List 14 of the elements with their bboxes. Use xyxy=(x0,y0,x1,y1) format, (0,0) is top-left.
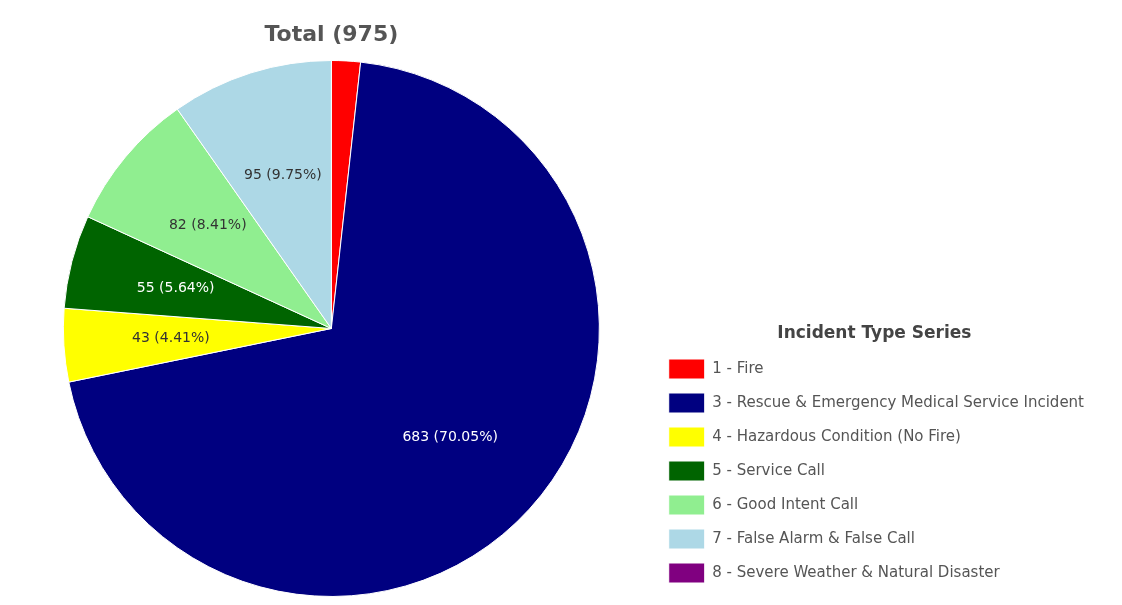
legend-title: Incident Type Series xyxy=(777,321,972,342)
legend-label: 4 - Hazardous Condition (No Fire) xyxy=(712,426,961,445)
data-label: 82 (8.41%) xyxy=(168,216,247,233)
legend-label: 3 - Rescue & Emergency Medical Service Incident xyxy=(712,392,1085,411)
legend-label: 1 - Fire xyxy=(712,358,764,377)
legend-label: 8 - Severe Weather & Natural Disaster xyxy=(712,562,1001,581)
chart-title: Total (975) xyxy=(264,20,399,46)
data-label: 55 (5.64%) xyxy=(136,278,215,295)
data-label: 43 (4.41%) xyxy=(132,329,210,346)
legend-label: 7 - False Alarm & False Call xyxy=(712,528,915,547)
data-label: 95 (9.75%) xyxy=(244,165,322,182)
data-label: 683 (70.05%) xyxy=(402,427,498,444)
legend-label: 5 - Service Call xyxy=(712,460,825,479)
legend-label: 6 - Good Intent Call xyxy=(712,494,859,513)
